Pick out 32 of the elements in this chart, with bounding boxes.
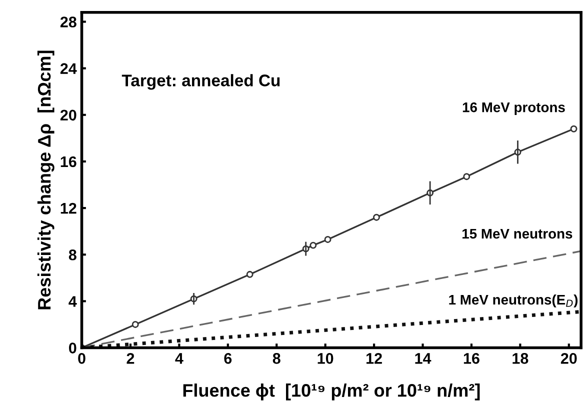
point [463, 173, 470, 180]
x-tick-label: 14 [415, 353, 432, 364]
y-tick-label: 0 [69, 342, 76, 354]
y-tick-label: 20 [60, 110, 76, 121]
y-tick-label: 28 [60, 16, 76, 28]
point [373, 214, 380, 221]
x-tick-label: 8 [272, 353, 280, 364]
x-tick-label: 12 [366, 353, 382, 364]
x-tick-label: 0 [78, 353, 86, 364]
y-tick-label: 8 [68, 249, 76, 260]
x-tick-label: 18 [512, 353, 528, 364]
series-label: 15 MeV neutrons [462, 228, 572, 239]
point [132, 321, 139, 328]
annotation: Target: annealed Cu [122, 74, 280, 90]
y-tick-label: 16 [60, 156, 76, 168]
y-axis-title: Resistivity change Δρ [nΩcm] [37, 50, 54, 310]
x-tick-label: 20 [560, 353, 577, 364]
x-tick-label: 16 [464, 353, 480, 364]
y-tick-label: 4 [68, 296, 77, 307]
x-tick-label: 2 [126, 353, 134, 364]
x-tick-label: 10 [318, 353, 334, 364]
point [246, 270, 254, 278]
x-axis-title: Fluence ϕt [10¹⁹ p/m² or 10¹⁹ n/m²] [183, 384, 480, 400]
y-tick-label: 24 [60, 63, 77, 74]
x-tick-label: 4 [175, 353, 184, 364]
point [570, 125, 578, 132]
x-tick-label: 6 [224, 353, 232, 364]
point [310, 242, 317, 249]
series-label: 1 MeV neutrons(E$_{D}$) [449, 294, 578, 308]
point [324, 236, 332, 243]
series-label: 16 MeV protons [462, 102, 565, 115]
y-tick-label: 12 [60, 202, 76, 214]
